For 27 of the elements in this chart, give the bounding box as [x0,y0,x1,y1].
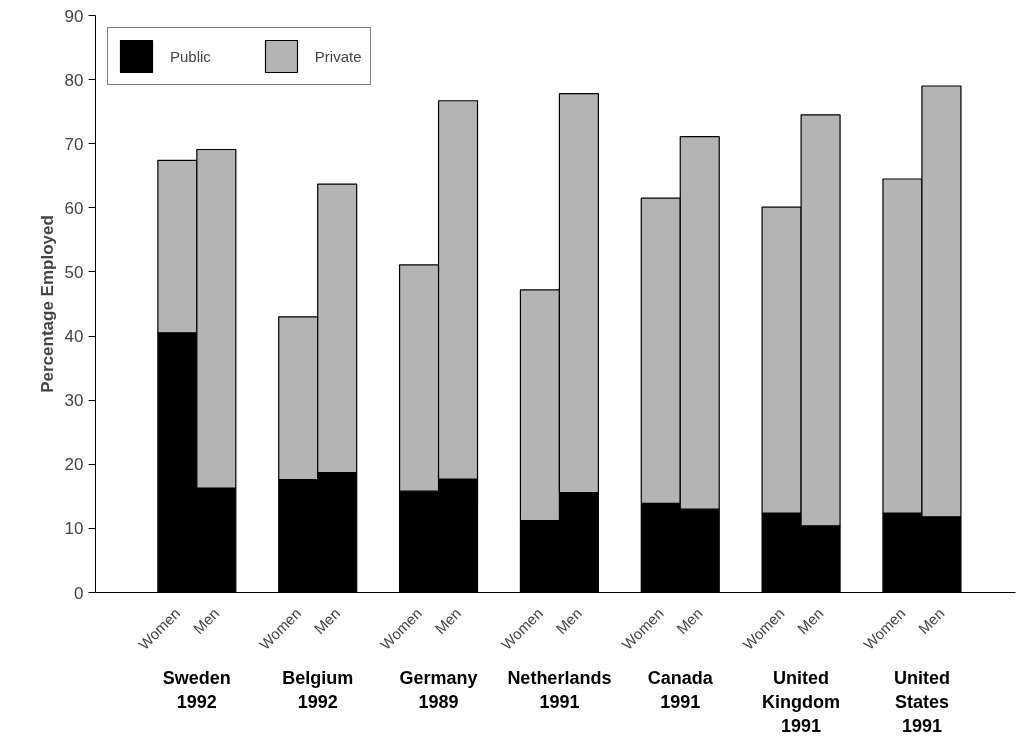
x-tick-label: Men [793,604,827,638]
x-tick-label: Men [189,604,223,638]
y-tick-label: 60 [64,198,84,218]
text: Sweden 1992 [162,667,231,712]
text: United States 1991 [893,667,950,736]
y-tick-label: 50 [64,262,84,282]
text: Netherlands 1991 [507,667,612,712]
y-tick-label: 70 [64,134,84,154]
text: Belgium 1992 [282,667,354,712]
legend-label: Private [314,47,362,65]
x-tick-label: Men [673,604,706,638]
y-tick-label: 40 [64,327,84,347]
legend-label: Public [170,47,211,65]
y-tick-label: 30 [64,391,84,411]
text: Canada 1991 [647,667,714,712]
y-tick-label: 20 [64,455,84,475]
x-tick-label: Men [310,604,344,638]
text: United Kingdom 1991 [762,667,841,736]
x-tick-label: Men [914,604,948,638]
y-tick-label: 0 [74,583,84,603]
y-axis-title: Percentage Employed [37,215,57,393]
text: Germany 1989 [399,667,478,712]
x-tick-label: Men [431,604,465,638]
x-tick-label: Men [552,604,585,638]
y-tick-label: 90 [64,6,84,26]
y-tick-label: 10 [64,519,84,539]
y-tick-label: 80 [64,70,84,90]
